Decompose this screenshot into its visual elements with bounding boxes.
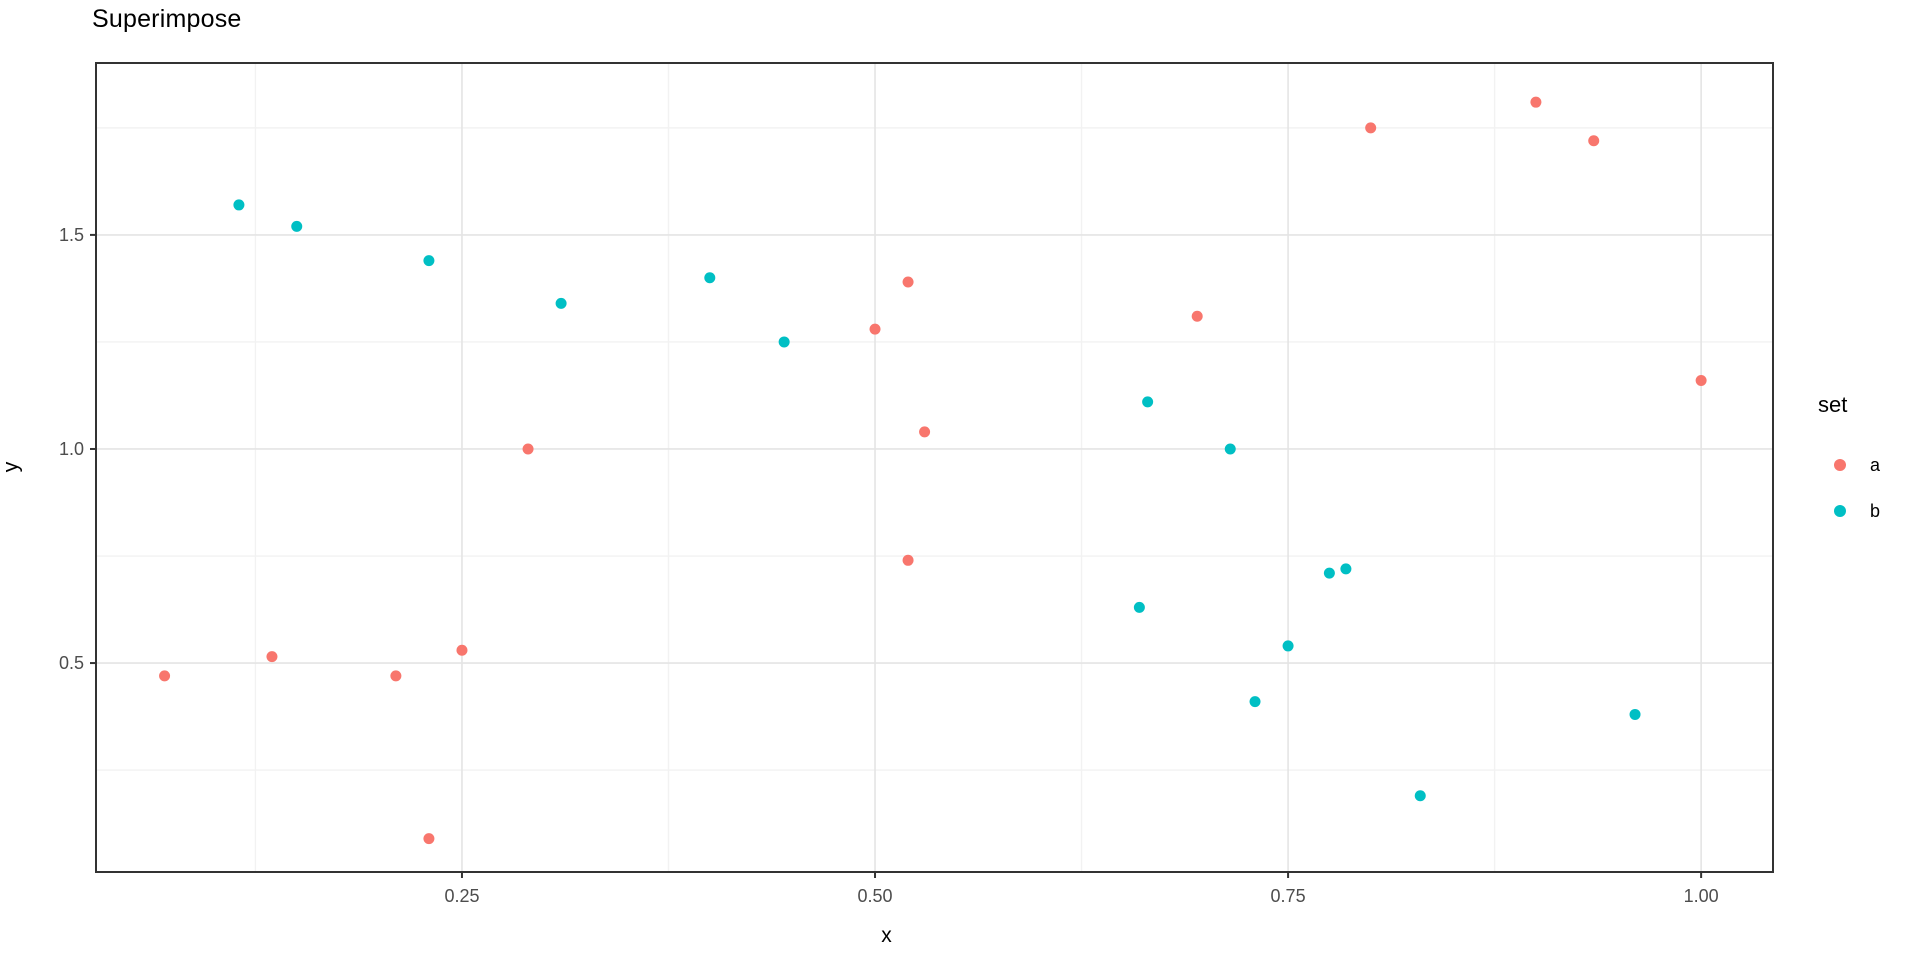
data-point-set-a	[1530, 96, 1542, 108]
x-tick-label: 1.00	[1684, 886, 1719, 906]
x-tick-label: 0.25	[444, 886, 479, 906]
legend-key-dot-a	[1834, 459, 1846, 471]
legend-key-dot-b	[1834, 505, 1846, 517]
panel-border	[95, 62, 1774, 873]
data-point-set-a	[522, 443, 534, 455]
data-point-set-b	[1142, 396, 1154, 408]
y-tick-label: 1.5	[59, 225, 84, 245]
y-tick-label: 1.0	[59, 439, 84, 459]
data-point-set-b	[778, 336, 790, 348]
legend-item-a: a	[1818, 442, 1880, 488]
data-point-set-b	[1629, 708, 1641, 720]
legend-title: set	[1818, 392, 1848, 417]
legend-label-b: b	[1870, 500, 1881, 521]
data-point-set-a	[1588, 135, 1600, 147]
data-point-set-a	[1191, 310, 1203, 322]
x-axis-title: x	[881, 924, 892, 947]
data-point-set-a	[869, 323, 881, 335]
data-point-set-a	[1365, 122, 1377, 134]
data-point-set-a	[390, 670, 402, 682]
x-tick-label: 0.50	[857, 886, 892, 906]
data-point-set-b	[1414, 790, 1426, 802]
data-point-set-a	[902, 276, 914, 288]
data-point-set-b	[1282, 640, 1294, 652]
data-point-set-b	[555, 297, 567, 309]
data-point-set-b	[423, 255, 435, 267]
x-tick-label: 0.75	[1271, 886, 1306, 906]
data-point-set-a	[902, 554, 914, 566]
legend: set a b	[1818, 392, 1880, 534]
legend-label-a: a	[1870, 454, 1881, 475]
data-point-set-b	[233, 199, 245, 211]
data-point-set-a	[456, 644, 468, 656]
data-point-set-b	[1323, 567, 1335, 579]
y-axis-title: y	[0, 461, 23, 473]
data-point-set-b	[704, 272, 716, 284]
data-point-set-b	[1249, 696, 1261, 708]
data-point-set-b	[1340, 563, 1352, 575]
data-point-set-a	[423, 833, 435, 845]
data-point-set-a	[159, 670, 171, 682]
chart-title: Superimpose	[92, 5, 242, 33]
legend-item-b: b	[1818, 488, 1880, 534]
data-point-set-b	[1133, 601, 1145, 613]
data-point-set-a	[1695, 374, 1707, 386]
data-point-set-a	[266, 651, 278, 663]
y-tick-label: 0.5	[59, 653, 84, 673]
data-point-set-b	[1224, 443, 1236, 455]
data-point-set-b	[291, 220, 303, 232]
data-point-set-a	[919, 426, 931, 438]
